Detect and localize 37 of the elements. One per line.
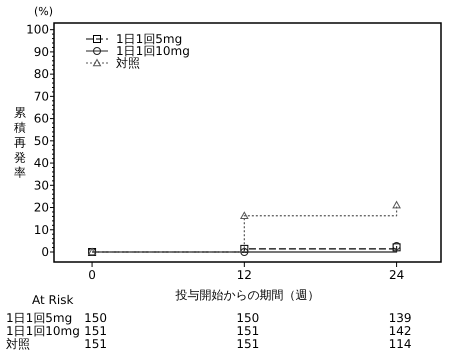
text: 1日1回5mg [6, 311, 72, 325]
y-tick-label: 40 [34, 156, 49, 170]
text: 151 [84, 337, 107, 351]
y-tick-label: 30 [34, 178, 49, 192]
text: 1日1回10mg [6, 324, 80, 338]
legend-label: 対照 [116, 56, 140, 70]
x-axis-title: 投与開始からの期間（週） [174, 288, 320, 302]
text: 対照 [6, 337, 30, 351]
point [240, 248, 248, 256]
legend-label: 1日1回10mg [116, 44, 190, 58]
text: 142 [388, 324, 412, 338]
x-tick-label: 24 [388, 268, 404, 282]
text: (%) [34, 5, 54, 18]
point [240, 244, 248, 253]
y-axis-title: 累積再発率 [14, 106, 26, 180]
point [240, 212, 248, 220]
point [392, 201, 401, 208]
x-tick-label: 12 [236, 268, 252, 282]
y-tick-label: 90 [34, 44, 49, 59]
x-tick-label: 0 [88, 268, 96, 282]
text: 151 [236, 324, 260, 338]
text: At Risk [32, 293, 74, 307]
y-tick-label: 10 [34, 222, 49, 237]
y-tick-label: 50 [34, 134, 49, 148]
y-tick-label: 0 [41, 244, 49, 259]
y-tick-label: 70 [34, 89, 49, 104]
y-tick-label: 100 [26, 22, 49, 37]
y-tick-label: 60 [34, 112, 49, 126]
y-tick-label: 80 [34, 67, 49, 82]
legend-label: 1日1回5mg [116, 32, 182, 46]
y-tick-label: 20 [34, 200, 49, 215]
text: 151 [84, 324, 107, 338]
text: 151 [236, 337, 260, 351]
text: 150 [236, 311, 260, 325]
text: 114 [388, 337, 412, 351]
text: 139 [388, 311, 412, 325]
text: 150 [84, 311, 107, 325]
